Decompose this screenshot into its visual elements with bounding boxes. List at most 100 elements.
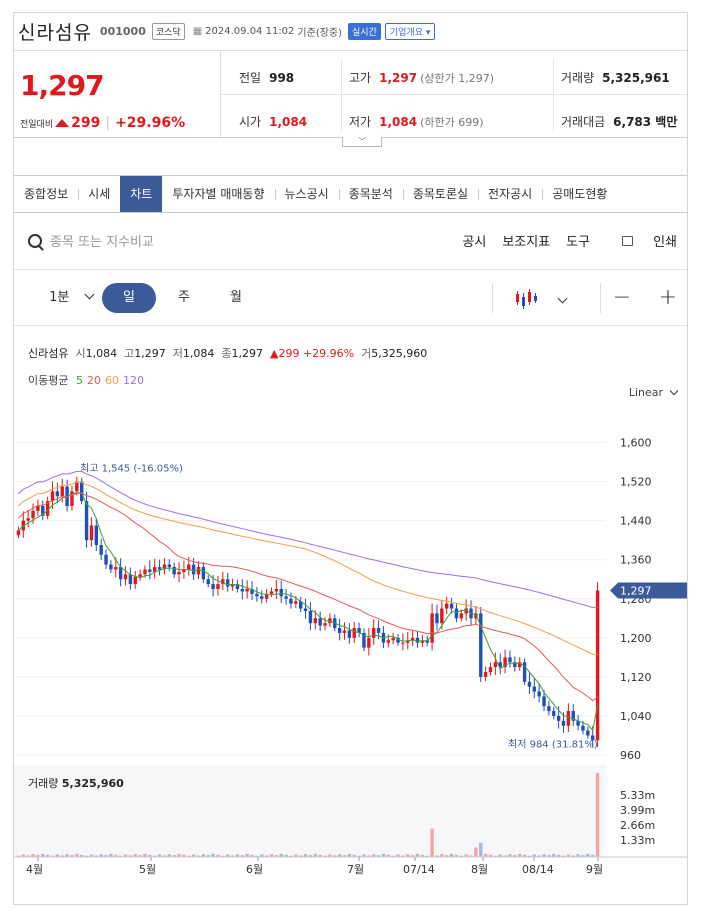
period-month[interactable]: 월	[230, 290, 242, 305]
volume-bar-12	[75, 853, 79, 857]
disclosure-button[interactable]: 공시	[462, 235, 487, 250]
volume-bar-59	[303, 854, 308, 857]
tools-button[interactable]: 도구	[566, 235, 591, 250]
tab-7[interactable]: 전자공시	[478, 176, 542, 212]
period-day[interactable]: 일	[102, 283, 156, 313]
volume-bar-118	[590, 854, 595, 857]
candle-body-98	[493, 662, 498, 668]
volume-bar-16	[94, 855, 99, 857]
y-tick-label-7: 1,040	[620, 710, 652, 723]
zoom-out-button[interactable]: −	[612, 285, 632, 310]
candle-body-72	[367, 637, 371, 648]
print-button[interactable]: 인쇄	[606, 231, 677, 250]
volume-bar-78	[396, 854, 400, 857]
legend-low: 1,084	[182, 347, 215, 360]
change-amount: 299	[71, 115, 101, 131]
volume-bar-48	[250, 854, 254, 857]
period-bar: 1분 일 주 월 − +	[14, 269, 687, 326]
candle-body-68	[347, 630, 352, 638]
tab-5[interactable]: 종목분석	[338, 176, 403, 212]
x-tick-label-5: 8월	[471, 863, 488, 876]
indicators-button[interactable]: 보조지표	[502, 235, 551, 250]
volume-bar-47	[245, 853, 249, 857]
stock-code: 001000	[99, 24, 146, 38]
volume-bar-15	[89, 854, 94, 857]
volume-bar-67	[342, 855, 347, 857]
volume-bar-85	[430, 828, 434, 857]
volume-bar-38	[201, 854, 206, 857]
tab-0[interactable]: 종합정보	[24, 187, 69, 201]
price-chart[interactable]: 1,6001,5201,4401,3601,2801,2001,1201,040…	[14, 13, 687, 905]
volume-bar-14	[84, 855, 89, 857]
candle-body-25	[138, 574, 142, 577]
candle-body-31	[167, 564, 172, 568]
candle-body-99	[498, 662, 502, 668]
chart-type-select[interactable]	[504, 283, 584, 313]
candle-body-76	[386, 640, 391, 643]
candle-body-70	[357, 628, 361, 633]
volume-legend: 거래량 5,325,960	[28, 775, 124, 791]
volume-bar-109	[547, 855, 551, 857]
interval-value: 1분	[49, 290, 70, 305]
tab-6[interactable]: 종목토론실	[402, 176, 478, 212]
volume-bar-7	[50, 855, 55, 857]
period-week[interactable]: 주	[178, 290, 190, 305]
candle-body-20	[114, 567, 118, 570]
tab-1[interactable]: 시세	[78, 176, 120, 212]
candle-body-102	[513, 662, 517, 668]
tab-2[interactable]: 차트	[120, 176, 163, 212]
volume-bar-100	[503, 855, 507, 857]
market-badge: 코스닥	[151, 22, 185, 40]
candle-body-0	[16, 530, 21, 536]
volume-bar-117	[586, 853, 590, 857]
stat-volume-value: 5,325,961	[602, 70, 670, 85]
company-info-dropdown[interactable]: 기업개요 ▾	[384, 22, 436, 40]
volume-bar-106	[532, 854, 537, 857]
candle-body-101	[508, 657, 512, 663]
compare-search-input[interactable]: 종목 또는 지수비교	[28, 231, 154, 250]
volume-bar-115	[576, 854, 580, 857]
candle-body-53	[274, 589, 279, 592]
candle-body-117	[586, 730, 590, 736]
candle-body-24	[133, 576, 137, 585]
candle-body-4	[36, 506, 40, 511]
volume-bar-72	[367, 855, 371, 857]
candle-body-43	[225, 579, 230, 587]
stat-amount: 거래대금 6,783 백만	[561, 113, 677, 130]
volume-bar-95	[479, 842, 483, 857]
candle-body-38	[201, 567, 206, 580]
ma-0-label: 5	[75, 374, 83, 387]
volume-panel	[14, 765, 606, 857]
volume-bar-116	[581, 855, 585, 857]
candle-body-104	[522, 662, 527, 682]
tab-3[interactable]: 투자자별 매매동향	[172, 187, 265, 201]
x-tick-label-1: 5월	[139, 863, 156, 876]
tab-8[interactable]: 공매도현황	[542, 176, 617, 212]
volume-bar-82	[415, 853, 420, 857]
volume-bar-91	[459, 855, 464, 857]
candle-body-11	[70, 491, 74, 506]
zoom-in-button[interactable]: +	[658, 285, 678, 310]
candle-body-42	[221, 579, 225, 585]
volume-bar-111	[556, 854, 561, 857]
volume-bar-86	[435, 855, 439, 857]
candle-body-91	[459, 613, 464, 619]
current-price-label: 1,297	[620, 584, 652, 597]
quote-datetime: 2024.09.04 11:02	[205, 25, 295, 37]
volume-bar-98	[493, 855, 498, 857]
volume-bar-43	[225, 854, 230, 857]
tab-4[interactable]: 뉴스공시	[274, 176, 339, 212]
candle-body-30	[162, 564, 167, 570]
realtime-button[interactable]: 실시간	[348, 22, 381, 40]
expand-toggle-button[interactable]: ﹀	[342, 137, 382, 147]
volume-bar-56	[289, 855, 293, 857]
stock-header: 신라섬유 001000 코스닥 ▦ 2024.09.04 11:02 기준(장중…	[14, 13, 687, 49]
interval-select[interactable]: 1분	[36, 283, 106, 313]
candle-body-60	[308, 610, 313, 624]
volume-bar-21	[118, 855, 123, 857]
volume-tick-label-0: 5.33m	[620, 789, 655, 802]
scale-select[interactable]: Linear	[629, 386, 679, 399]
candle-body-44	[230, 584, 235, 587]
search-placeholder: 종목 또는 지수비교	[50, 235, 154, 250]
volume-bar-32	[172, 855, 176, 857]
